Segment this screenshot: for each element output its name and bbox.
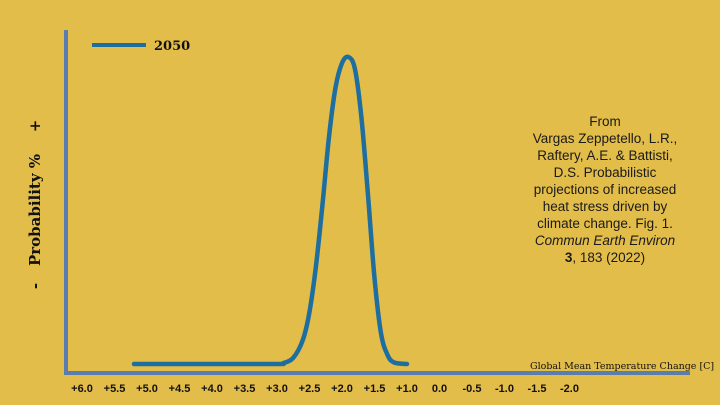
citation-journal: Commun Earth Environ (534, 233, 676, 248)
x-tick-label: +5.0 (136, 383, 158, 395)
x-tick-label: 0.0 (432, 383, 447, 395)
y-axis-label: Probability % (26, 154, 44, 266)
x-tick-label: +6.0 (71, 383, 93, 395)
y-axis-label-group: Probability % - + (26, 120, 44, 289)
x-tick-label: +2.5 (299, 383, 321, 395)
x-tick-labels: +6.0 +5.5 +5.0 +4.5 +4.0 +3.5 +3.0 +2.5 +2.0 +1.5… (71, 383, 579, 395)
citation-body: Vargas Zeppetello, L.R., Raftery, A.E. &… (530, 130, 680, 266)
citation-from: From (589, 114, 621, 129)
citation: From Vargas Zeppetello, L.R., Raftery, A… (530, 113, 680, 266)
x-tick-label: -1.0 (495, 383, 514, 395)
x-tick-label: +1.0 (396, 383, 418, 395)
x-tick-label: +3.0 (266, 383, 288, 395)
x-tick-label: -0.5 (463, 383, 482, 395)
citation-text: Vargas Zeppetello, L.R., Raftery, A.E. &… (532, 131, 678, 231)
x-tick-label: +2.0 (331, 383, 353, 395)
citation-pages-year: , 183 (2022) (572, 250, 646, 265)
x-tick-label: +3.5 (234, 383, 256, 395)
legend-label-2050: 2050 (154, 39, 190, 54)
y-axis-plus: + (26, 120, 44, 133)
citation-volume: 3 (564, 250, 573, 265)
x-axis-label: Global Mean Temperature Change [C] (530, 361, 714, 372)
y-axis-minus: - (26, 283, 44, 289)
x-tick-label: -1.5 (528, 383, 547, 395)
x-tick-label: +5.5 (104, 383, 126, 395)
series-line-2050 (131, 54, 410, 367)
x-tick-label: +1.5 (364, 383, 386, 395)
x-tick-label: +4.5 (169, 383, 191, 395)
x-tick-label: -2.0 (560, 383, 579, 395)
x-tick-label: +4.0 (201, 383, 223, 395)
